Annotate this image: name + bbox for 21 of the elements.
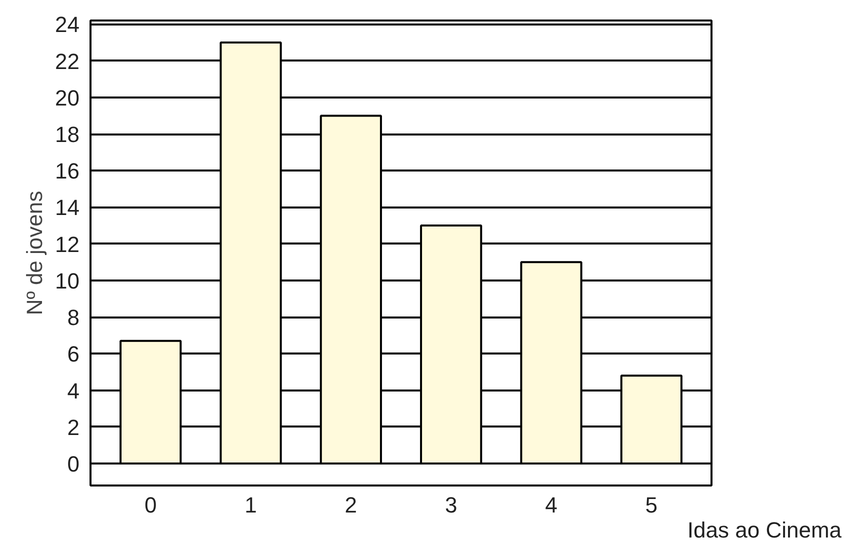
y-tick-label: 8 bbox=[67, 305, 80, 330]
x-tick-label: 1 bbox=[244, 492, 257, 518]
y-tick-label: 0 bbox=[67, 452, 80, 477]
y-tick-label: 20 bbox=[55, 85, 80, 110]
y-tick-label: 2 bbox=[67, 414, 80, 440]
y-tick-label: 16 bbox=[55, 158, 80, 184]
x-tick-label: 2 bbox=[344, 492, 358, 518]
x-axis-title: Idas ao Cinema bbox=[687, 518, 842, 542]
y-tick-label: 6 bbox=[67, 342, 80, 367]
x-tick-label: 0 bbox=[144, 492, 157, 518]
y-tick-label: 24 bbox=[55, 12, 80, 38]
x-tick-label: 3 bbox=[444, 492, 458, 518]
x-tick-label: 4 bbox=[545, 492, 558, 518]
x-tick-label: 5 bbox=[645, 492, 658, 518]
y-tick-label: 10 bbox=[55, 268, 80, 294]
y-tick-label: 4 bbox=[67, 378, 80, 404]
y-tick-label: 14 bbox=[55, 195, 80, 220]
y-tick-label: 22 bbox=[55, 48, 80, 74]
y-axis-title: Nº de jovens bbox=[22, 190, 48, 316]
y-tick-label: 12 bbox=[55, 232, 80, 257]
y-tick-label: 18 bbox=[55, 122, 80, 148]
